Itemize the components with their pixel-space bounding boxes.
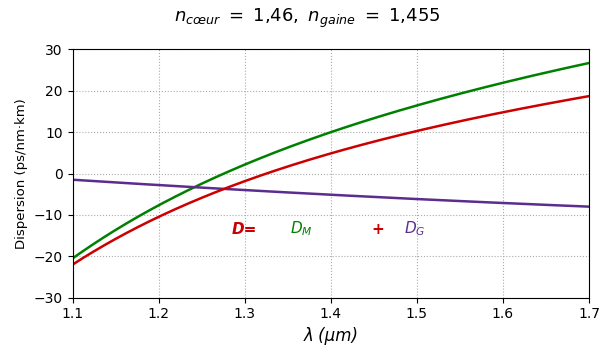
Text: $D_M$: $D_M$ (290, 220, 313, 238)
Text: $n_{c\oe ur}\ =\ 1{,}46,\ n_{gaine}\ =\ 1{,}455$: $n_{c\oe ur}\ =\ 1{,}46,\ n_{gaine}\ =\ … (174, 7, 441, 30)
Y-axis label: Dispersion (ps/nm·km): Dispersion (ps/nm·km) (15, 98, 28, 249)
Text: +: + (371, 221, 384, 237)
Text: D=: D= (232, 221, 257, 237)
X-axis label: λ (μm): λ (μm) (303, 327, 359, 345)
Text: $D_G$: $D_G$ (404, 220, 426, 238)
